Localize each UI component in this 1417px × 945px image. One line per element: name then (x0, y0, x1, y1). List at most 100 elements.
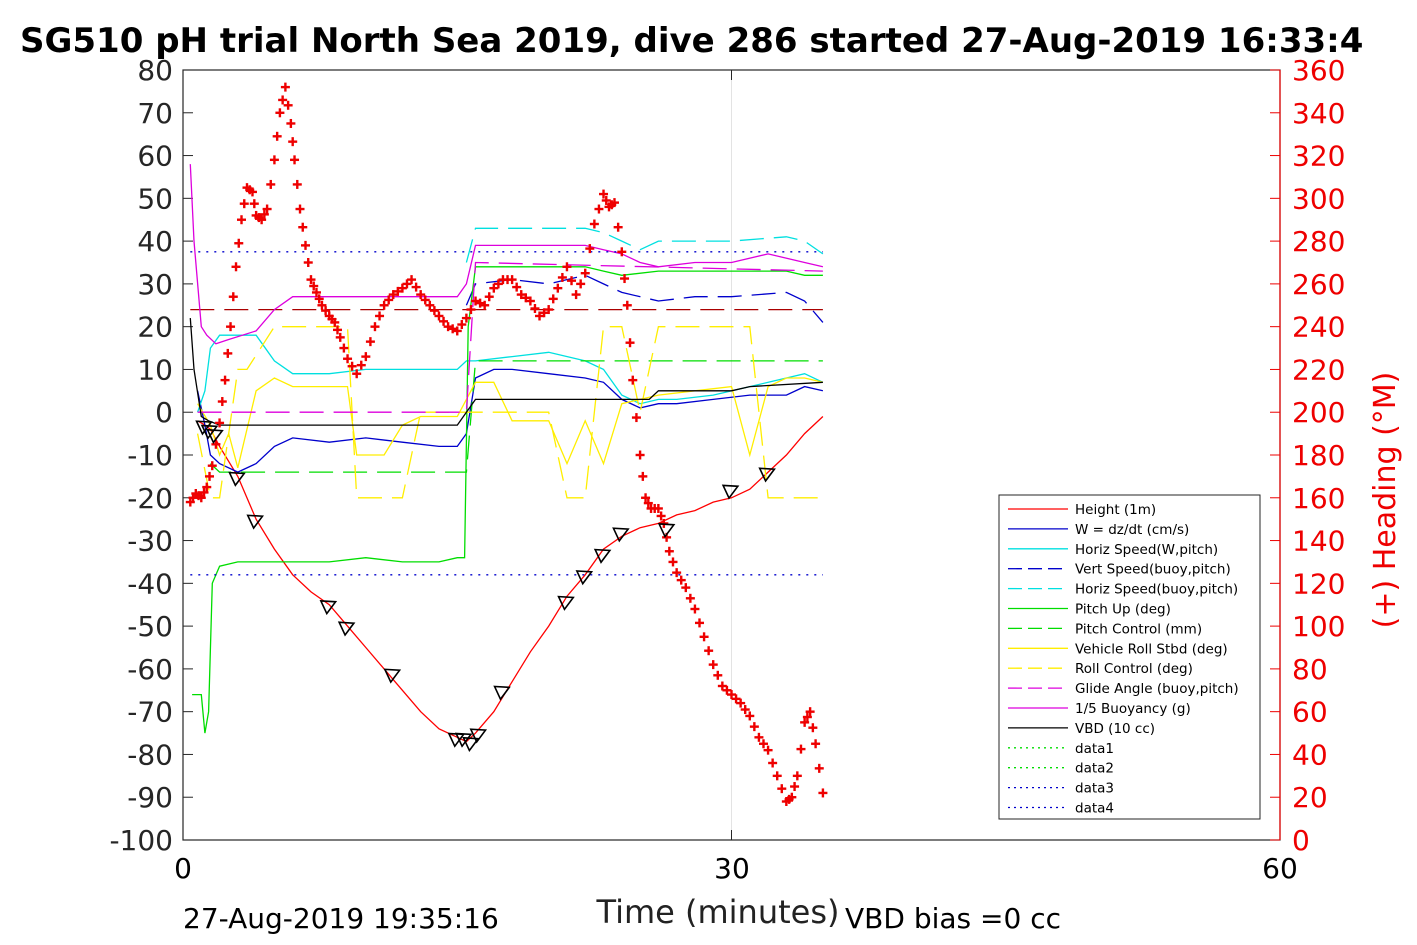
y-left-tick-label: 70 (137, 97, 173, 130)
heading-point (681, 583, 691, 593)
glider-marker (462, 736, 480, 753)
legend-entry: W = dz/dt (cm/s) (1075, 522, 1189, 538)
heading-point (792, 771, 802, 781)
heading-point (758, 739, 768, 749)
x-axis-label: Time (minutes) (596, 893, 840, 931)
heading-point (335, 332, 345, 342)
heading-point (314, 294, 324, 304)
heading-point (352, 369, 362, 379)
heading-point (548, 294, 558, 304)
heading-point (280, 82, 290, 92)
glider-marker (721, 484, 740, 500)
series-line-11 (189, 318, 823, 426)
legend-entry: Horiz Speed(W,pitch) (1075, 542, 1218, 558)
heading-point (475, 298, 485, 308)
heading-point (576, 279, 586, 289)
heading-point (480, 300, 490, 310)
heading-point (516, 290, 526, 300)
glider-triangle-markers (195, 420, 776, 753)
y-right-tick-label: 340 (1292, 97, 1345, 130)
y-left-tick-label: 40 (137, 225, 173, 258)
heading-point (237, 215, 247, 225)
legend-entry: Horiz Speed(buoy,pitch) (1075, 582, 1238, 598)
heading-point (247, 187, 257, 197)
heading-point (332, 325, 342, 335)
heading-point (736, 698, 746, 708)
heading-point (292, 179, 302, 189)
heading-point (489, 283, 499, 293)
heading-point (802, 712, 812, 722)
heading-point (790, 782, 800, 792)
heading-point (772, 771, 782, 781)
heading-point (272, 131, 282, 141)
heading-point (676, 575, 686, 585)
heading-point (601, 195, 611, 205)
glider-marker (195, 420, 213, 436)
y-right-tick-labels: 3603403203002802602402202001801601401201… (1292, 54, 1345, 857)
y-left-tick-labels: 80 70 60 50 40 30 20 10 0 -10 -20 -30 -40 -50 -60 -70 -8… (109, 54, 173, 857)
y-right-tick-label: 160 (1292, 482, 1345, 515)
heading-point (448, 324, 458, 334)
heading-point (306, 275, 316, 285)
heading-point (283, 100, 293, 110)
heading-point (768, 758, 778, 768)
series-line-0 (197, 416, 824, 743)
y-right-tick-label: 360 (1292, 54, 1345, 87)
heading-point (303, 258, 313, 267)
heading-point (800, 717, 810, 727)
heading-point (704, 646, 714, 656)
glider-marker (612, 527, 630, 543)
legend: Height (1m) W = dz/dt (cm/s) Horiz Speed(W… (998, 494, 1261, 820)
y-left-tick-label: 20 (137, 311, 173, 344)
glider-marker (469, 728, 488, 744)
heading-point (375, 311, 385, 321)
glider-marker (337, 621, 356, 637)
legend-entry: Glide Angle (buoy,pitch) (1075, 681, 1239, 697)
y-right-tick-label: 260 (1292, 268, 1345, 301)
heading-point (668, 557, 678, 567)
y-right-tick-label: 240 (1292, 311, 1345, 344)
series-line-3 (465, 274, 824, 323)
legend-entry: Pitch Control (mm) (1075, 621, 1202, 637)
heading-point (220, 375, 230, 385)
y-right-tick-label: 60 (1292, 696, 1328, 729)
glider-marker (200, 424, 219, 440)
legend-entry: data1 (1075, 741, 1114, 757)
heading-point (217, 397, 227, 407)
heading-point (557, 272, 567, 282)
legend-entry: data2 (1075, 761, 1114, 777)
heading-point (585, 244, 595, 254)
y-left-tick-label: -20 (127, 482, 173, 515)
heading-point (613, 222, 623, 232)
heading-point (330, 317, 340, 327)
glider-marker (383, 668, 402, 684)
heading-point (286, 118, 296, 128)
y-left-tick-label: 0 (155, 396, 173, 429)
heading-point (512, 282, 522, 292)
heading-point (205, 471, 215, 481)
heading-point (699, 632, 709, 642)
heading-point (275, 108, 285, 118)
y-left-tick-label: -40 (127, 567, 173, 600)
glider-marker (228, 471, 246, 487)
x-tick-label: 30 (714, 852, 750, 885)
heading-point (708, 660, 718, 670)
heading-point (429, 306, 439, 316)
heading-point (507, 275, 517, 285)
heading-point (388, 290, 398, 300)
heading-point (411, 282, 421, 292)
heading-point (617, 247, 627, 257)
heading-point (457, 320, 467, 330)
footer-timestamp: 27-Aug-2019 19:35:16 (183, 902, 499, 935)
heading-point (365, 337, 375, 347)
heading-point (796, 744, 806, 754)
heading-point (722, 685, 732, 695)
glider-marker (575, 570, 594, 586)
heading-point (211, 439, 221, 449)
heading-point (269, 155, 279, 165)
heading-point (544, 305, 554, 315)
heading-point (695, 618, 705, 628)
heading-point (347, 361, 357, 371)
heading-point (814, 763, 824, 773)
